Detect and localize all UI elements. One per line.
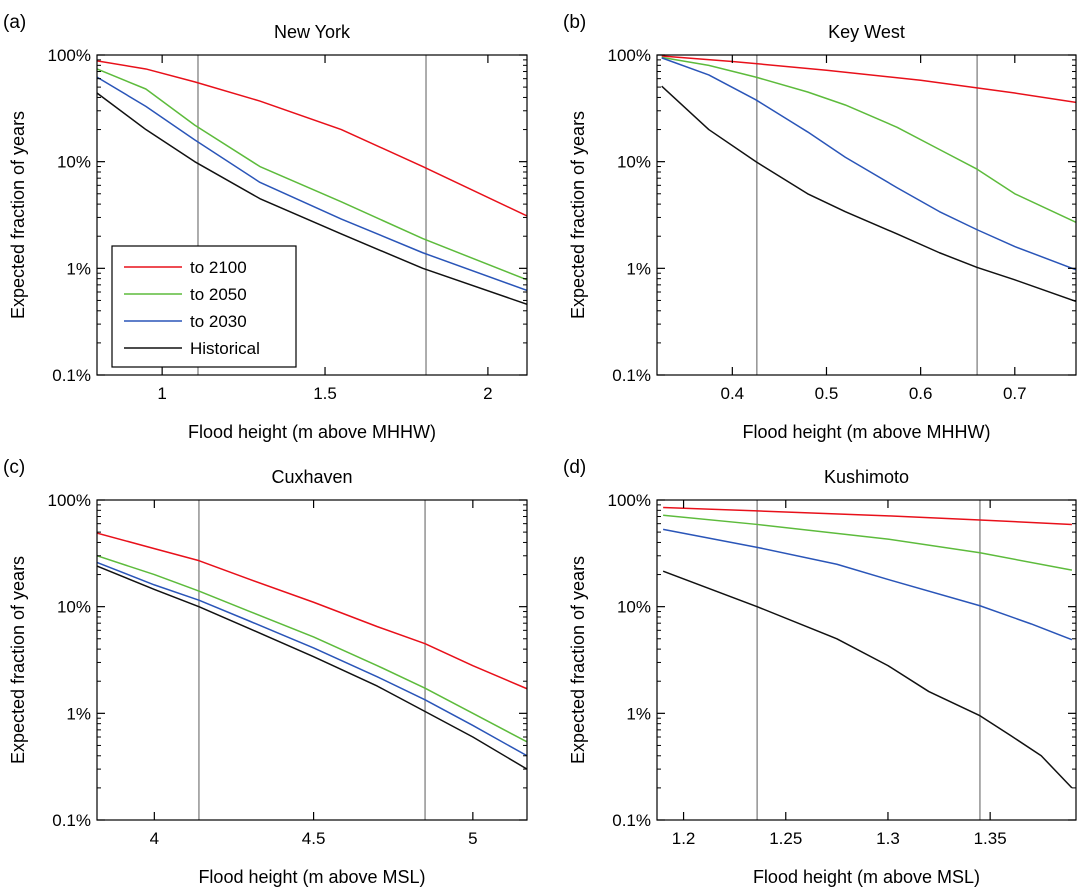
series-line-historical xyxy=(97,92,527,306)
y-tick-label: 100% xyxy=(48,491,91,510)
y-tick-label: 100% xyxy=(608,46,651,65)
series-line-to-2050 xyxy=(663,514,1073,571)
series-line-to-2030 xyxy=(97,561,527,757)
legend-label: to 2100 xyxy=(190,258,247,277)
y-tick-label: 1% xyxy=(66,259,91,278)
series-line-to-2050 xyxy=(661,56,1076,223)
panel-title: Kushimoto xyxy=(824,467,909,487)
x-axis-label: Flood height (m above MHHW) xyxy=(742,422,990,442)
series-line-to-2030 xyxy=(97,76,527,292)
legend: to 2100 to 2050 to 2030 Historical xyxy=(111,245,297,368)
series-line-to-2100 xyxy=(97,532,527,690)
y-tick-label: 1% xyxy=(626,704,651,723)
panel-title: Key West xyxy=(828,22,905,42)
y-tick-label: 10% xyxy=(57,598,91,617)
y-axis-label: Expected fraction of years xyxy=(8,556,28,764)
x-tick-label: 0.6 xyxy=(909,384,933,403)
y-axis-label: Expected fraction of years xyxy=(568,556,588,764)
axes-box xyxy=(656,499,1077,821)
series-line-to-2100 xyxy=(661,55,1076,104)
x-tick-label: 1.3 xyxy=(876,829,900,848)
panel-3: 0.1% 1% 10% 100% 1.2 1.25 1.3 1.35 (d) Kushimoto F… xyxy=(563,457,1077,887)
y-tick-label: 1% xyxy=(626,259,651,278)
y-tick-label: 0.1% xyxy=(612,366,651,385)
y-tick-label: 100% xyxy=(48,46,91,65)
panel-letter: (a) xyxy=(3,12,26,33)
series-line-historical xyxy=(97,565,527,770)
x-axis-label: Flood height (m above MSL) xyxy=(753,867,980,887)
x-tick-label: 0.4 xyxy=(721,384,745,403)
x-tick-label: 1.25 xyxy=(769,829,802,848)
x-tick-label: 2 xyxy=(483,384,492,403)
legend-box xyxy=(111,245,297,368)
y-tick-label: 100% xyxy=(608,491,651,510)
series-line-to-2100 xyxy=(97,60,527,217)
axes-box xyxy=(656,54,1077,376)
panel-letter: (d) xyxy=(563,457,586,478)
axes-box xyxy=(96,54,528,376)
series-line-historical xyxy=(662,570,1073,789)
y-tick-label: 0.1% xyxy=(52,366,91,385)
panel-title: New York xyxy=(274,22,351,42)
x-axis-label: Flood height (m above MHHW) xyxy=(188,422,436,442)
y-tick-label: 0.1% xyxy=(612,811,651,830)
x-tick-label: 4.5 xyxy=(302,829,326,848)
y-tick-label: 0.1% xyxy=(52,811,91,830)
x-tick-label: 1.2 xyxy=(672,829,696,848)
x-tick-label: 5 xyxy=(468,829,477,848)
y-tick-label: 10% xyxy=(57,153,91,172)
series-line-to-2030 xyxy=(661,57,1076,271)
x-tick-label: 1 xyxy=(157,384,166,403)
panel-1: 0.1% 1% 10% 100% 0.4 0.5 0.6 0.7 (b) Key West Floo… xyxy=(563,12,1077,442)
x-tick-label: 4 xyxy=(150,829,159,848)
series-line-to-2050 xyxy=(97,555,527,743)
panel-title: Cuxhaven xyxy=(271,467,352,487)
y-tick-label: 10% xyxy=(617,598,651,617)
x-axis-label: Flood height (m above MSL) xyxy=(198,867,425,887)
legend-label: to 2050 xyxy=(190,285,247,304)
axes-box xyxy=(96,499,528,821)
legend-label: Historical xyxy=(190,339,260,358)
panel-2: 0.1% 1% 10% 100% 4 4.5 5 (c) Cuxhaven Flood heigh… xyxy=(3,457,528,887)
panel-0: 0.1% 1% 10% 100% 1 1.5 2 (a) New York Flood heigh… xyxy=(3,12,528,442)
y-axis-label: Expected fraction of years xyxy=(8,111,28,319)
legend-label: to 2030 xyxy=(190,312,247,331)
series-line-to-2100 xyxy=(663,506,1072,526)
x-tick-label: 1.35 xyxy=(974,829,1007,848)
y-axis-label: Expected fraction of years xyxy=(568,111,588,319)
x-tick-label: 1.5 xyxy=(313,384,337,403)
y-tick-label: 1% xyxy=(66,704,91,723)
series-line-historical xyxy=(661,85,1076,303)
x-tick-label: 0.5 xyxy=(815,384,839,403)
y-tick-label: 10% xyxy=(617,153,651,172)
panel-letter: (b) xyxy=(563,12,586,33)
x-tick-label: 0.7 xyxy=(1003,384,1027,403)
panel-letter: (c) xyxy=(3,457,25,478)
series-line-to-2030 xyxy=(662,528,1073,641)
series-line-to-2050 xyxy=(97,68,527,281)
